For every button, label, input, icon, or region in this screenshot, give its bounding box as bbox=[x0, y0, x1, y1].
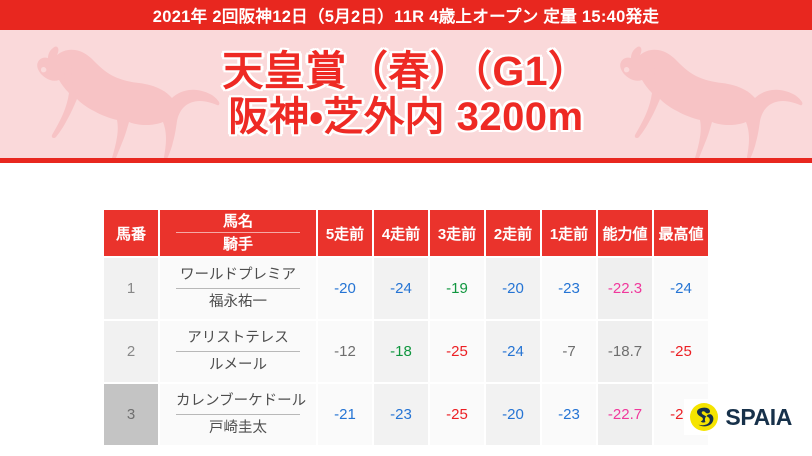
jockey-name: ルメール bbox=[209, 356, 267, 373]
cell-run1: -7 bbox=[542, 321, 596, 382]
cell-horse-jockey[interactable]: カレンブーケドール 戸崎圭太 bbox=[160, 384, 316, 445]
cell-run2: -20 bbox=[486, 258, 540, 319]
table-row[interactable]: 1 ワールドプレミア 福永祐一 -20 -24 -19 -20 -23 -22.… bbox=[104, 258, 708, 319]
column-header-saiko: 最高値 bbox=[654, 210, 708, 256]
cell-uma-ban: 2 bbox=[104, 321, 158, 382]
table-row[interactable]: 3 カレンブーケドール 戸崎圭太 -21 -23 -25 -20 -23 -22… bbox=[104, 384, 708, 445]
cell-horse-jockey[interactable]: アリストテレス ルメール bbox=[160, 321, 316, 382]
cell-uma-ban: 3 bbox=[104, 384, 158, 445]
cell-uma-ban: 1 bbox=[104, 258, 158, 319]
cell-run2: -24 bbox=[486, 321, 540, 382]
cell-run3: -19 bbox=[430, 258, 484, 319]
table-header: 馬番 馬名 騎手 5走前 4走前 3走前 2走前 1走前 能力値 最高値 bbox=[104, 210, 708, 256]
cell-run1: -23 bbox=[542, 384, 596, 445]
cell-run5: -21 bbox=[318, 384, 372, 445]
jockey-name: 福永祐一 bbox=[209, 293, 267, 310]
column-header-run5: 5走前 bbox=[318, 210, 372, 256]
horse-name: アリストテレス bbox=[176, 331, 300, 352]
spaia-logo[interactable]: SPAIA bbox=[684, 399, 794, 435]
cell-horse-jockey[interactable]: ワールドプレミア 福永祐一 bbox=[160, 258, 316, 319]
performance-table-area: 馬番 馬名 騎手 5走前 4走前 3走前 2走前 1走前 能力値 最高値 1 bbox=[0, 163, 812, 451]
race-banner: 2021年 2回阪神12日（5月2日）11R 4歳上オープン 定量 15:40発… bbox=[0, 0, 812, 30]
cell-run4: -24 bbox=[374, 258, 428, 319]
race-title-group: 天皇賞（春）（G1） 阪神・芝外内 3200m bbox=[0, 30, 812, 158]
cell-run4: -23 bbox=[374, 384, 428, 445]
cell-run3: -25 bbox=[430, 321, 484, 382]
spaia-swirl-icon bbox=[690, 403, 719, 431]
table-body: 1 ワールドプレミア 福永祐一 -20 -24 -19 -20 -23 -22.… bbox=[104, 258, 708, 445]
cell-noryoku: -22.3 bbox=[598, 258, 652, 319]
cell-run5: -12 bbox=[318, 321, 372, 382]
race-title-main: 天皇賞（春）（G1） bbox=[222, 48, 590, 95]
cell-noryoku: -18.7 bbox=[598, 321, 652, 382]
column-header-horse-jockey: 馬名 騎手 bbox=[160, 210, 316, 256]
column-header-run3: 3走前 bbox=[430, 210, 484, 256]
race-title-sub: 阪神・芝外内 3200m bbox=[228, 94, 584, 139]
column-header-run2: 2走前 bbox=[486, 210, 540, 256]
horse-name: ワールドプレミア bbox=[176, 268, 300, 289]
table-row[interactable]: 2 アリストテレス ルメール -12 -18 -25 -24 -7 -18.7 … bbox=[104, 321, 708, 382]
jockey-name: 戸崎圭太 bbox=[209, 419, 267, 436]
cell-saiko: -24 bbox=[654, 258, 708, 319]
column-header-kishu: 騎手 bbox=[222, 236, 253, 253]
cell-run4: -18 bbox=[374, 321, 428, 382]
cell-run2: -20 bbox=[486, 384, 540, 445]
column-header-uma-mei: 馬名 bbox=[176, 214, 300, 233]
performance-table: 馬番 馬名 騎手 5走前 4走前 3走前 2走前 1走前 能力値 最高値 1 bbox=[102, 208, 710, 447]
cell-saiko: -25 bbox=[654, 321, 708, 382]
column-header-run1: 1走前 bbox=[542, 210, 596, 256]
horse-name: カレンブーケドール bbox=[176, 394, 306, 415]
cell-noryoku: -22.7 bbox=[598, 384, 652, 445]
table-header-row: 馬番 馬名 騎手 5走前 4走前 3走前 2走前 1走前 能力値 最高値 bbox=[104, 210, 708, 256]
race-header: 2021年 2回阪神12日（5月2日）11R 4歳上オープン 定量 15:40発… bbox=[0, 0, 812, 163]
column-header-run4: 4走前 bbox=[374, 210, 428, 256]
cell-run3: -25 bbox=[430, 384, 484, 445]
race-banner-text: 2021年 2回阪神12日（5月2日）11R 4歳上オープン 定量 15:40発… bbox=[152, 8, 660, 26]
column-header-uma-ban: 馬番 bbox=[104, 210, 158, 256]
cell-run1: -23 bbox=[542, 258, 596, 319]
spaia-logo-text: SPAIA bbox=[725, 403, 792, 430]
column-header-noryoku: 能力値 bbox=[598, 210, 652, 256]
cell-run5: -20 bbox=[318, 258, 372, 319]
